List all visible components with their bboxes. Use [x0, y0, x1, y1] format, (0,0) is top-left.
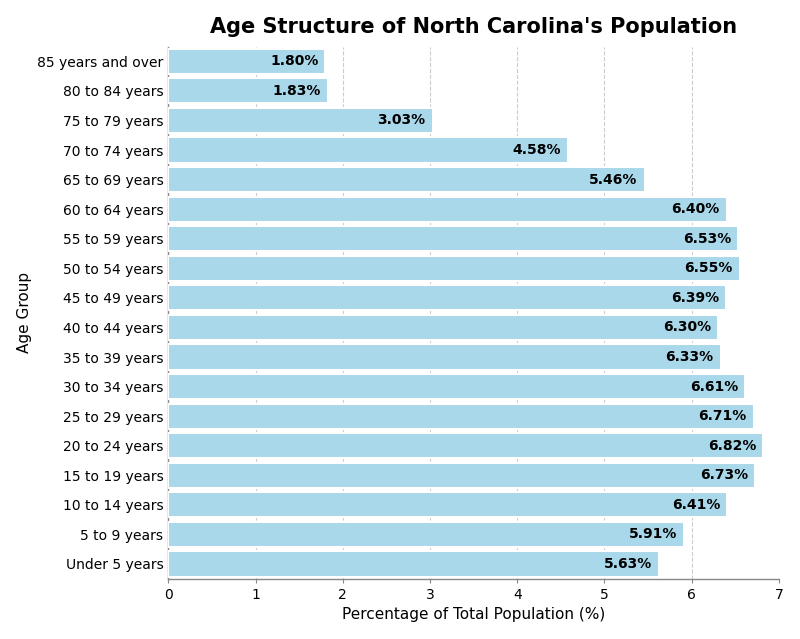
Bar: [168, 492, 727, 518]
Title: Age Structure of North Carolina's Population: Age Structure of North Carolina's Popula…: [210, 17, 738, 36]
Bar: [168, 463, 755, 488]
Bar: [168, 551, 659, 576]
Bar: [168, 285, 726, 311]
Text: 6.61%: 6.61%: [690, 380, 738, 394]
X-axis label: Percentage of Total Population (%): Percentage of Total Population (%): [342, 607, 606, 622]
Text: 6.41%: 6.41%: [672, 498, 721, 512]
Bar: [168, 344, 721, 369]
Bar: [168, 108, 433, 133]
Text: 6.82%: 6.82%: [708, 439, 756, 452]
Text: 1.83%: 1.83%: [273, 84, 321, 98]
Text: 6.55%: 6.55%: [684, 261, 733, 275]
Text: 4.58%: 4.58%: [512, 143, 561, 157]
Text: 5.91%: 5.91%: [629, 527, 677, 541]
Y-axis label: Age Group: Age Group: [17, 272, 32, 353]
Bar: [168, 79, 328, 104]
Bar: [168, 49, 326, 74]
Text: 6.71%: 6.71%: [698, 409, 746, 423]
Bar: [168, 256, 740, 281]
Bar: [168, 226, 738, 251]
Bar: [168, 433, 763, 458]
Bar: [168, 315, 718, 340]
Text: 5.46%: 5.46%: [590, 173, 638, 187]
Text: 1.80%: 1.80%: [270, 54, 318, 68]
Bar: [168, 197, 726, 222]
Bar: [168, 404, 754, 429]
Bar: [168, 167, 645, 192]
Text: 6.53%: 6.53%: [682, 232, 731, 246]
Text: 5.63%: 5.63%: [604, 557, 653, 571]
Bar: [168, 137, 568, 162]
Text: 6.39%: 6.39%: [670, 291, 718, 305]
Text: 6.73%: 6.73%: [700, 468, 749, 482]
Text: 6.30%: 6.30%: [662, 320, 711, 334]
Text: 6.33%: 6.33%: [666, 350, 714, 364]
Text: 6.40%: 6.40%: [671, 202, 720, 216]
Bar: [168, 522, 684, 547]
Text: 3.03%: 3.03%: [378, 114, 426, 127]
Bar: [168, 374, 745, 399]
